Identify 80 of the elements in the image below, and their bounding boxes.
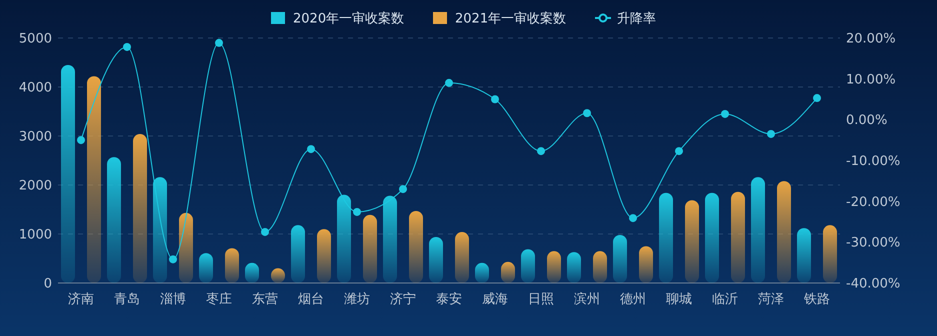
point xyxy=(767,130,775,138)
x-tick-label: 济宁 xyxy=(390,291,416,307)
point xyxy=(307,145,315,154)
bar xyxy=(823,225,837,283)
x-tick-label: 临沂 xyxy=(712,292,738,307)
x-tick-label: 青岛 xyxy=(114,292,140,307)
legend-label: 2020年一审收案数 xyxy=(293,10,404,27)
bar xyxy=(317,229,331,283)
x-tick-label: 淄博 xyxy=(160,292,186,307)
bar xyxy=(521,249,535,283)
bar xyxy=(455,232,469,283)
x-tick-label: 东营 xyxy=(252,292,278,307)
bar xyxy=(337,194,351,283)
y2-tick-label: 20.00% xyxy=(846,32,896,47)
y-tick-label: 1000 xyxy=(18,228,52,243)
y-tick-label: 3000 xyxy=(18,130,52,145)
bar xyxy=(705,192,719,283)
x-tick-label: 聊城 xyxy=(666,292,692,307)
y2-tick-label: 10.00% xyxy=(846,72,896,88)
x-tick-label: 威海 xyxy=(482,292,508,307)
y-tick-label: 0 xyxy=(44,276,52,292)
legend-label: 2021年一审收案数 xyxy=(455,10,566,27)
bar xyxy=(547,251,561,283)
bar xyxy=(409,210,423,283)
bar xyxy=(179,212,193,283)
bar xyxy=(153,177,167,283)
bar xyxy=(777,181,791,283)
point xyxy=(445,78,453,87)
y-tick-label: 2000 xyxy=(18,178,52,194)
bar xyxy=(199,253,213,283)
point xyxy=(583,109,591,118)
bar xyxy=(107,157,121,283)
y2-tick-label: -20.00% xyxy=(846,194,900,210)
bar xyxy=(429,236,443,283)
point xyxy=(537,147,545,156)
bar xyxy=(291,225,305,283)
point xyxy=(629,214,637,222)
x-tick-label: 滨州 xyxy=(574,291,600,307)
point xyxy=(215,38,223,47)
y2-tick-label: -40.00% xyxy=(846,276,900,292)
x-tick-label: 济南 xyxy=(68,292,94,307)
x-tick-label: 枣庄 xyxy=(206,292,232,307)
bar xyxy=(731,192,745,283)
bar xyxy=(659,192,673,283)
bar xyxy=(225,248,239,283)
x-tick-label: 泰安 xyxy=(436,291,462,307)
point xyxy=(675,147,683,156)
x-tick-label: 菏泽 xyxy=(758,292,784,307)
bar xyxy=(567,252,581,283)
x-tick-label: 铁路 xyxy=(803,292,830,307)
point xyxy=(813,94,821,102)
y-tick-label: 5000 xyxy=(18,32,52,47)
bar xyxy=(685,200,699,283)
point xyxy=(491,95,499,104)
bar xyxy=(751,177,765,283)
bar xyxy=(133,134,147,283)
y2-tick-label: -30.00% xyxy=(846,236,900,251)
y2-tick-label: -10.00% xyxy=(846,154,900,170)
bar xyxy=(639,246,653,283)
point xyxy=(261,228,269,236)
y-tick-label: 4000 xyxy=(18,80,52,96)
bar xyxy=(593,251,607,283)
point xyxy=(169,255,177,264)
point xyxy=(123,42,131,51)
bar xyxy=(363,214,377,283)
y2-tick-label: 0.00% xyxy=(846,113,888,128)
point xyxy=(399,185,407,194)
bar xyxy=(87,76,101,283)
bar xyxy=(797,228,811,283)
x-tick-label: 日照 xyxy=(528,292,554,307)
point xyxy=(353,208,361,216)
x-tick-label: 潍坊 xyxy=(344,292,370,307)
bar xyxy=(383,196,397,283)
point xyxy=(77,136,85,144)
x-tick-label: 烟台 xyxy=(298,292,324,307)
legend-label: 升降率 xyxy=(617,10,656,27)
bar xyxy=(61,64,75,283)
x-tick-label: 德州 xyxy=(620,292,646,307)
point xyxy=(721,110,729,118)
bar xyxy=(613,234,627,283)
